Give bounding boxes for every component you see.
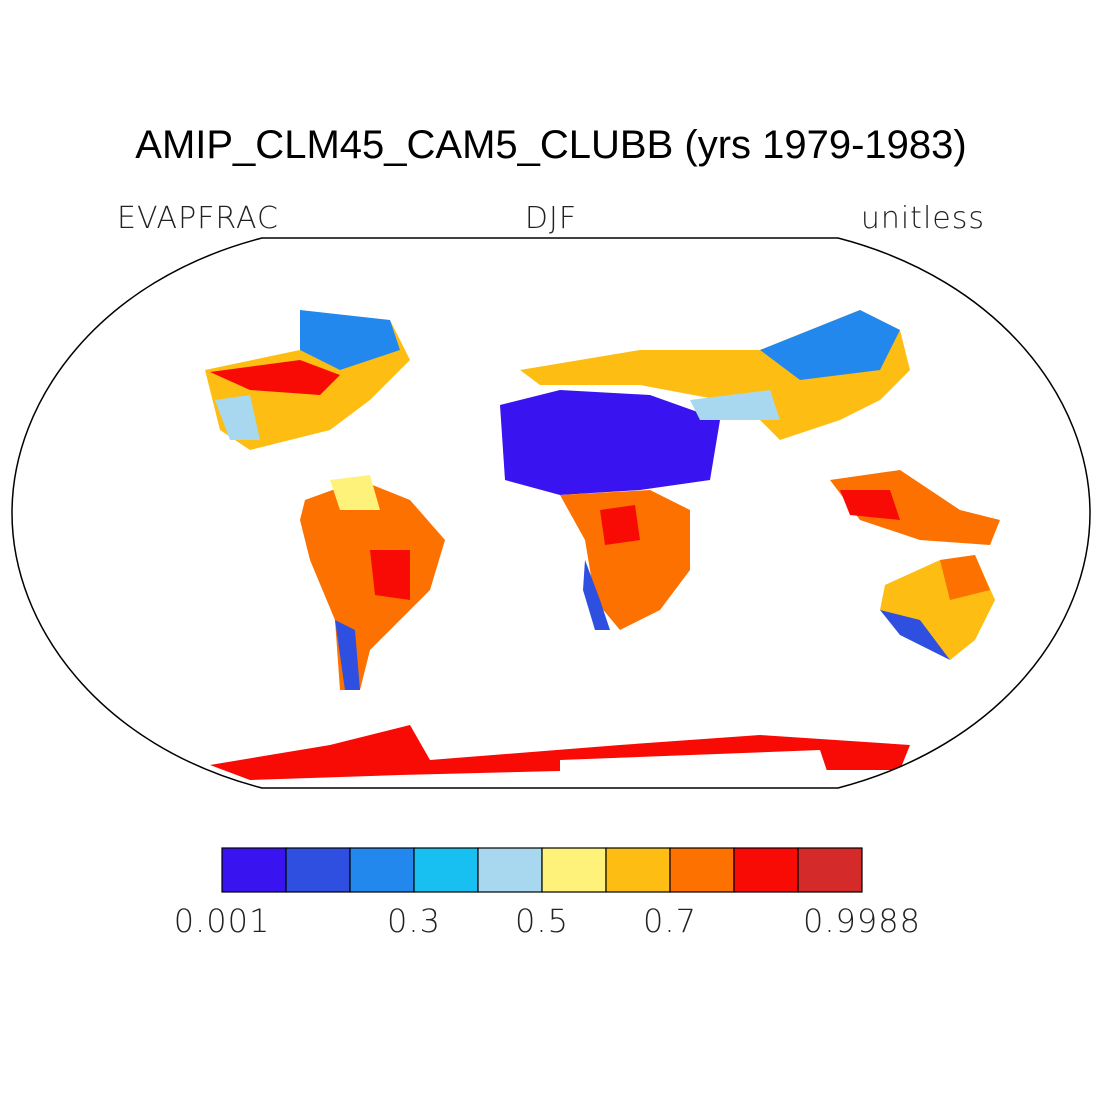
land	[583, 560, 610, 630]
land	[760, 310, 900, 380]
land	[210, 360, 340, 395]
map-border	[11, 237, 1091, 789]
land	[370, 550, 410, 600]
colorbar-swatch	[349, 847, 415, 893]
variable-label: EVAPFRAC	[117, 201, 279, 236]
colorbar: 0.001 0.3 0.5 0.7 0.9988	[174, 847, 921, 940]
colorbar-swatch	[733, 847, 799, 893]
land	[330, 475, 380, 510]
units-label: unitless	[861, 201, 985, 236]
colorbar-swatch	[221, 847, 287, 893]
land	[840, 490, 900, 520]
land	[940, 555, 990, 600]
land	[300, 310, 400, 370]
colorbar-label: 0.9988	[803, 902, 921, 940]
land	[690, 390, 780, 420]
land-fields	[205, 310, 1000, 788]
land	[830, 470, 1000, 545]
colorbar-swatch	[669, 847, 735, 893]
colorbar-swatch	[797, 847, 863, 893]
land	[500, 390, 720, 495]
colorbar-label: 0.7	[643, 902, 697, 940]
land	[300, 480, 445, 690]
land	[880, 610, 950, 660]
land	[600, 505, 640, 545]
colorbar-label: 0.5	[515, 902, 569, 940]
land	[560, 490, 690, 630]
colorbar-swatch	[541, 847, 607, 893]
colorbar-label: 0.001	[174, 902, 271, 940]
title: AMIP_CLM45_CAM5_CLUBB (yrs 1979-1983)	[135, 123, 966, 167]
land	[560, 750, 830, 788]
colorbar-swatch	[285, 847, 351, 893]
map	[11, 237, 1091, 789]
colorbar-swatch	[413, 847, 479, 893]
colorbar-label: 0.3	[387, 902, 441, 940]
colorbar-swatch	[605, 847, 671, 893]
land	[215, 395, 260, 440]
colorbar-swatch	[477, 847, 543, 893]
season-label: DJF	[525, 201, 577, 236]
land	[335, 620, 360, 690]
